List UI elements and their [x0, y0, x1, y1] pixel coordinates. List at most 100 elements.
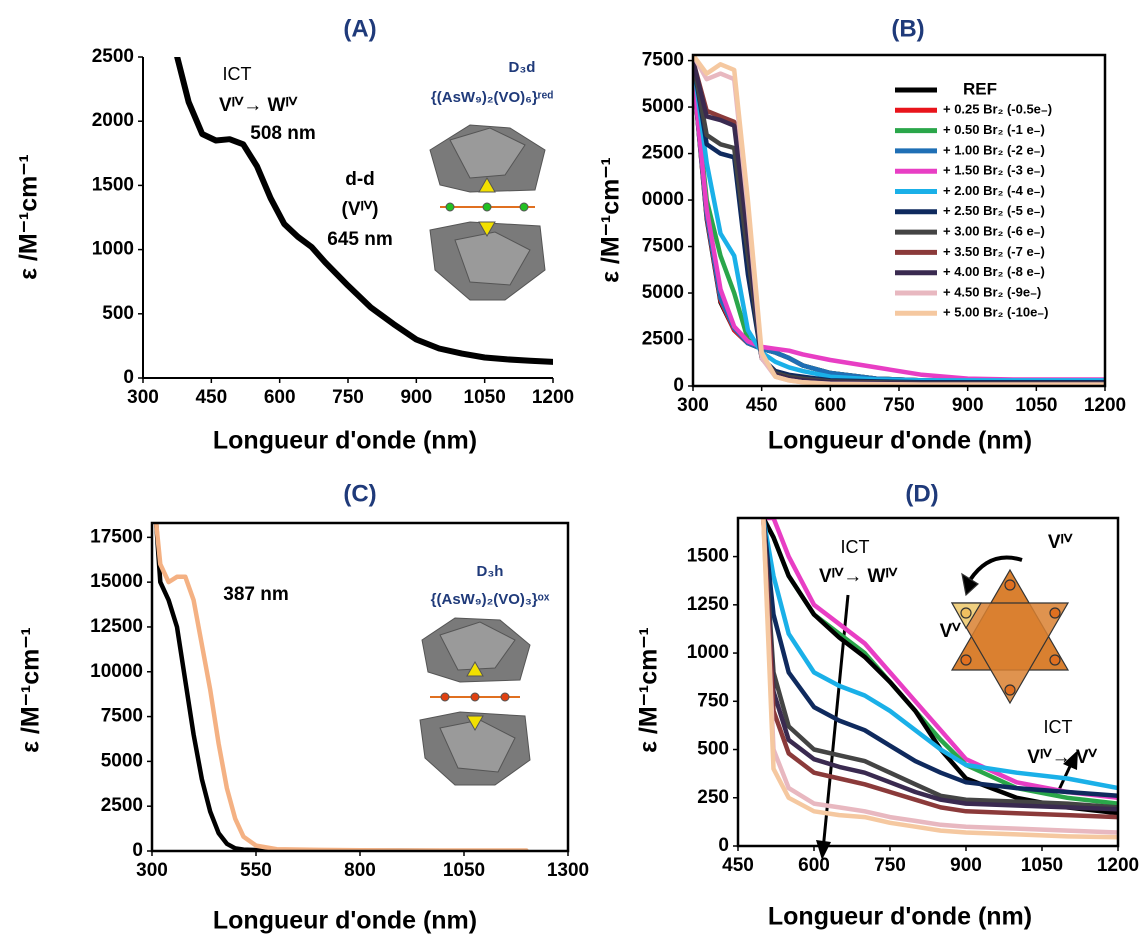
y-tick-label: 12500	[90, 616, 143, 637]
y-tick-label: 7500	[642, 50, 684, 71]
y-tick-label: 5000	[642, 96, 684, 117]
legend-label: + 3.00 Br₂ (-6 e₋)	[943, 224, 1045, 239]
y-tick-label: 10000	[90, 661, 143, 682]
y-tick-label: 750	[697, 690, 729, 711]
chart-title: (D)	[905, 480, 938, 507]
x-tick-label: 900	[950, 855, 982, 876]
x-tick-label: 1050	[464, 387, 506, 408]
chart-title: (A)	[343, 15, 376, 42]
annotation: Vⱽ	[940, 621, 962, 642]
annotation: 508 nm	[250, 123, 315, 144]
y-axis-label: ε /M⁻¹cm⁻¹	[17, 627, 45, 753]
x-tick-label: 550	[240, 860, 272, 881]
legend-label: + 1.50 Br₂ (-3 e₋)	[943, 163, 1045, 178]
chart-title: (C)	[343, 480, 376, 507]
annotation: D₃d	[509, 59, 536, 76]
legend-label: REF	[963, 79, 997, 98]
x-tick-label: 600	[798, 855, 830, 876]
series-line	[761, 518, 1118, 835]
x-tick-label: 1050	[1021, 855, 1063, 876]
y-tick-label: 1500	[687, 546, 729, 567]
plot-frame	[736, 516, 1120, 848]
y-axis-label: ε /M⁻¹cm⁻¹	[597, 157, 625, 283]
x-tick-label: 1200	[1097, 855, 1139, 876]
y-tick-label: 2500	[642, 329, 684, 350]
x-tick-label: 600	[264, 387, 296, 408]
legend-label: + 5.00 Br₂ (-10e₋)	[943, 305, 1049, 320]
x-tick-label: 750	[883, 395, 915, 416]
y-tick-label: 2000	[92, 110, 134, 131]
x-tick-label: 450	[746, 395, 778, 416]
series-line	[761, 518, 1118, 816]
y-tick-label: 0	[718, 835, 729, 856]
hexagram	[950, 555, 1070, 705]
y-tick-label: 1500	[92, 174, 134, 195]
y-tick-label: 15000	[90, 571, 143, 592]
series-line	[693, 55, 1105, 386]
chart-title: (B)	[891, 15, 924, 42]
y-tick-label: 1000	[687, 642, 729, 663]
series-line	[174, 57, 553, 365]
y-tick-label: 250	[697, 787, 729, 808]
y-tick-label: 5000	[101, 750, 143, 771]
y-tick-label: 2500	[92, 46, 134, 67]
legend-label: + 3.50 Br₂ (-7 e₋)	[943, 244, 1045, 259]
x-tick-label: 300	[127, 387, 159, 408]
annotation: {(AsW₉)₂(VO)₃}ᵒˣ	[431, 591, 550, 608]
legend-label: + 0.50 Br₂ (-1 e₋)	[943, 122, 1045, 137]
legend-label: + 4.00 Br₂ (-8 e₋)	[943, 264, 1045, 279]
y-tick-label: 0	[673, 375, 684, 396]
annotation: Vᴵⱽ→ Wᴵⱽ	[819, 566, 898, 587]
y-tick-label: 500	[697, 739, 729, 760]
x-tick-label: 750	[874, 855, 906, 876]
y-axis-label: ε /M⁻¹cm⁻¹	[635, 627, 663, 753]
series-line	[761, 518, 1118, 820]
annotation: ICT	[841, 537, 870, 557]
series-line	[761, 518, 1118, 840]
x-axis-label: Longueur d'onde (nm)	[768, 427, 1032, 455]
annotation: 645 nm	[327, 229, 392, 250]
series-line	[153, 523, 529, 851]
x-axis-label: Longueur d'onde (nm)	[213, 427, 477, 455]
y-tick-label: 2500	[642, 143, 684, 164]
axes	[142, 57, 553, 379]
legend-label: + 2.00 Br₂ (-4 e₋)	[943, 183, 1045, 198]
x-tick-label: 1050	[443, 860, 485, 881]
x-tick-label: 1050	[1015, 395, 1057, 416]
x-tick-label: 900	[952, 395, 984, 416]
annotation: ICT	[223, 64, 252, 84]
series-line	[761, 518, 1118, 801]
structure-a	[429, 124, 546, 301]
x-tick-label: 750	[332, 387, 364, 408]
annotation: {(AsW₉)₂(VO)₆}ʳᵉᵈ	[431, 89, 553, 106]
series-line	[761, 518, 1118, 810]
annotation: Vᴵⱽ→ Vⱽ	[1027, 747, 1097, 768]
y-tick-label: 1000	[92, 239, 134, 260]
legend-label: + 1.00 Br₂ (-2 e₋)	[943, 142, 1045, 157]
y-tick-label: 7500	[101, 706, 143, 727]
y-tick-label: 2500	[101, 795, 143, 816]
x-tick-label: 450	[195, 387, 227, 408]
x-tick-label: 1200	[532, 387, 574, 408]
annotation: (Vᴵⱽ)	[342, 199, 379, 220]
y-tick-label: 7500	[642, 236, 684, 257]
series-line	[761, 518, 1118, 799]
plot-frame	[691, 53, 1107, 388]
y-tick-label: 5000	[642, 282, 684, 303]
y-tick-label: 0000	[642, 189, 684, 210]
y-tick-label: 0	[132, 840, 143, 861]
legend-label: + 2.50 Br₂ (-5 e₋)	[943, 203, 1045, 218]
y-tick-label: 17500	[90, 526, 143, 547]
series-line	[761, 518, 1118, 791]
x-tick-label: 300	[677, 395, 709, 416]
y-tick-label: 500	[102, 303, 134, 324]
x-tick-label: 800	[344, 860, 376, 881]
x-tick-label: 600	[814, 395, 846, 416]
y-tick-label: 0	[123, 367, 134, 388]
x-tick-label: 1300	[547, 860, 589, 881]
x-tick-label: 1200	[1084, 395, 1126, 416]
x-axis-label: Longueur d'onde (nm)	[768, 903, 1032, 931]
annotation: 387 nm	[223, 584, 288, 605]
x-axis-label: Longueur d'onde (nm)	[213, 907, 477, 935]
